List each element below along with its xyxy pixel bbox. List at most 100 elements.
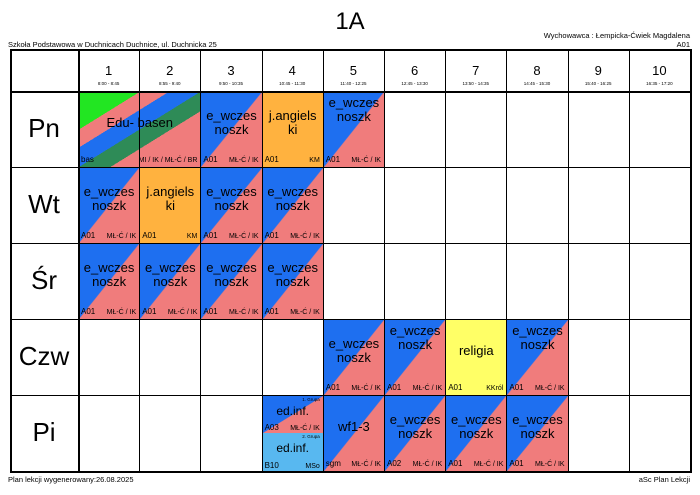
lesson-cell[interactable]: e_wczes noszk A01 MŁ-Ć / IK: [201, 92, 262, 167]
period-number: 4: [288, 63, 296, 78]
lesson-room: A01: [203, 307, 218, 316]
grid-column-line: [261, 49, 263, 471]
lesson-room: B10: [264, 461, 279, 470]
lesson-teacher: MŁ-Ć / IK: [412, 385, 443, 392]
lesson-cell[interactable]: e_wczes noszk A01 MŁ-Ć / IK: [201, 244, 262, 319]
lesson-subject: e_wczes noszk: [507, 324, 567, 352]
lesson-cell[interactable]: e_wczes noszk A01 MŁ-Ć / IK: [385, 320, 446, 395]
lesson-teacher: KM: [309, 157, 320, 164]
lesson-subject: e_wczes noszk: [324, 337, 384, 365]
lesson-cell[interactable]: e_wczes noszk A01 MŁ-Ć / IK: [323, 320, 384, 395]
period-number: 8: [533, 63, 541, 78]
period-time: 10:45 - 11:30: [279, 81, 306, 86]
grid-border: [10, 49, 692, 51]
period-number: 6: [410, 63, 419, 78]
period-header: 7 13:50 - 14:35: [445, 49, 506, 91]
lesson-cell[interactable]: e_wczes noszk A01 MŁ-Ć / IK: [79, 244, 140, 319]
lesson-cell[interactable]: e_wczes noszk A01 MŁ-Ć / IK: [446, 396, 507, 471]
subject-line: e_wczes: [389, 323, 441, 338]
lesson-group: 2. Grupa: [302, 434, 320, 439]
lesson-group: 1. Grupa: [302, 397, 320, 402]
lesson-cell[interactable]: e_wczes noszk A01 MŁ-Ć / IK: [262, 244, 323, 319]
lesson-room: A01: [81, 307, 96, 316]
grid-column-line: [200, 49, 202, 471]
lesson-room: A01: [509, 459, 524, 468]
subject-line: noszk: [275, 198, 310, 213]
lesson-cell[interactable]: wf1-3 sgm MŁ-Ć / IK: [323, 396, 384, 471]
homeroom-room: A01: [676, 40, 690, 49]
lesson-subject: ed.inf.: [263, 441, 323, 455]
subject-line: j.angiels: [146, 184, 195, 199]
period-number: 9: [594, 63, 602, 78]
lesson-room: sgm: [325, 459, 341, 468]
subject-line: wf1-3: [337, 419, 370, 434]
lesson-subject: e_wczes noszk: [446, 413, 506, 441]
period-time: 11:40 - 12:25: [340, 81, 367, 86]
lesson-room: A01: [448, 383, 463, 392]
period-time: 12:45 - 13:30: [401, 81, 428, 86]
lesson-teacher: MŁ-Ć / IK: [535, 385, 565, 392]
lesson-cell[interactable]: e_wczes noszk A02 MŁ-Ć / IK: [385, 396, 446, 471]
lesson-teacher: MŁ-Ć / IK: [229, 157, 259, 164]
lesson-subject: j.angiels ki: [140, 185, 200, 213]
lesson-cell[interactable]: e_wczes noszk A01 MŁ-Ć / IK: [262, 168, 323, 243]
subject-line: noszk: [92, 274, 127, 289]
lesson-subject: religia: [446, 344, 506, 358]
period-time: 8:00 - 8:45: [97, 81, 120, 86]
lesson-room: A01: [203, 231, 218, 240]
subject-line: noszk: [336, 350, 371, 365]
subject-line: e_wczes: [267, 184, 318, 199]
lesson-teacher: MŁ-Ć / IK: [412, 461, 443, 468]
lesson-cell[interactable]: ed.inf. A03 MŁ-Ć / IK 1. Grupa: [262, 396, 323, 433]
lesson-room: A01: [387, 383, 402, 392]
lesson-subject: e_wczes noszk: [324, 96, 384, 124]
period-number: 3: [227, 63, 235, 78]
subject-line: ed.inf.: [276, 441, 310, 455]
subject-line: noszk: [214, 198, 249, 213]
lesson-room: A01: [81, 231, 96, 240]
grid-column-line: [139, 49, 141, 471]
subject-line: noszk: [336, 109, 371, 124]
lesson-cell[interactable]: j.angiels ki A01 KM: [262, 92, 323, 167]
subject-line: noszk: [459, 426, 494, 441]
lesson-room: A01: [142, 307, 157, 316]
grid-column-line: [322, 49, 324, 471]
lesson-teacher: MŁ-Ć / IK: [290, 233, 320, 240]
lesson-subject: e_wczes noszk: [263, 185, 323, 213]
lesson-cell[interactable]: ed.inf. B10 MSo 2. Grupa: [262, 433, 323, 471]
period-header: 3 9:50 - 10:35: [200, 49, 261, 91]
lesson-cell[interactable]: e_wczes noszk A01 MŁ-Ć / IK: [79, 168, 140, 243]
subject-line: j.angiels: [268, 108, 317, 123]
lesson-room: A01: [509, 383, 524, 392]
grid-divider: [78, 49, 80, 471]
lesson-cell[interactable]: religia A01 KKról: [446, 320, 507, 395]
lesson-subject: wf1-3: [324, 420, 384, 434]
subject-line: noszk: [398, 337, 433, 352]
lesson-cell[interactable]: e_wczes noszk A01 MŁ-Ć / IK: [323, 92, 384, 167]
lesson-teacher: MSo: [305, 463, 320, 470]
subject-line: noszk: [92, 198, 127, 213]
grid-column-line: [445, 49, 447, 471]
period-time: 13:50 - 14:35: [462, 81, 490, 86]
lesson-cell[interactable]: j.angiels ki A01 KM: [140, 168, 201, 243]
lesson-cell[interactable]: e_wczes noszk A01 MŁ-Ć / IK: [507, 396, 568, 471]
period-header: 8 14:45 - 15:30: [506, 49, 567, 91]
app-name: aSc Plan Lekcji: [638, 475, 690, 484]
period-header: 6 12:45 - 13:30: [384, 49, 445, 91]
lesson-cell[interactable]: e_wczes noszk A01 MŁ-Ć / IK: [140, 244, 201, 319]
subject-line: e_wczes: [512, 412, 563, 427]
grid-column-line: [567, 49, 569, 471]
grid-border: [690, 49, 692, 471]
lesson-room: A01: [448, 459, 463, 468]
lesson-cell[interactable]: e_wczes noszk A01 MŁ-Ć / IK: [507, 320, 568, 395]
lesson-teacher: KKról: [486, 385, 504, 392]
lesson-cell[interactable]: e_wczes noszk A01 MŁ-Ć / IK: [201, 168, 262, 243]
period-number: 10: [652, 63, 667, 78]
subject-line: e_wczes: [450, 412, 502, 427]
subject-line: e_wczes: [144, 260, 196, 275]
lesson-room: A01: [325, 155, 341, 164]
lesson-teacher: MŁ-Ć / IK: [351, 461, 381, 468]
period-number: 5: [349, 63, 357, 78]
lesson-teacher: MŁ-Ć / IK: [229, 233, 259, 240]
